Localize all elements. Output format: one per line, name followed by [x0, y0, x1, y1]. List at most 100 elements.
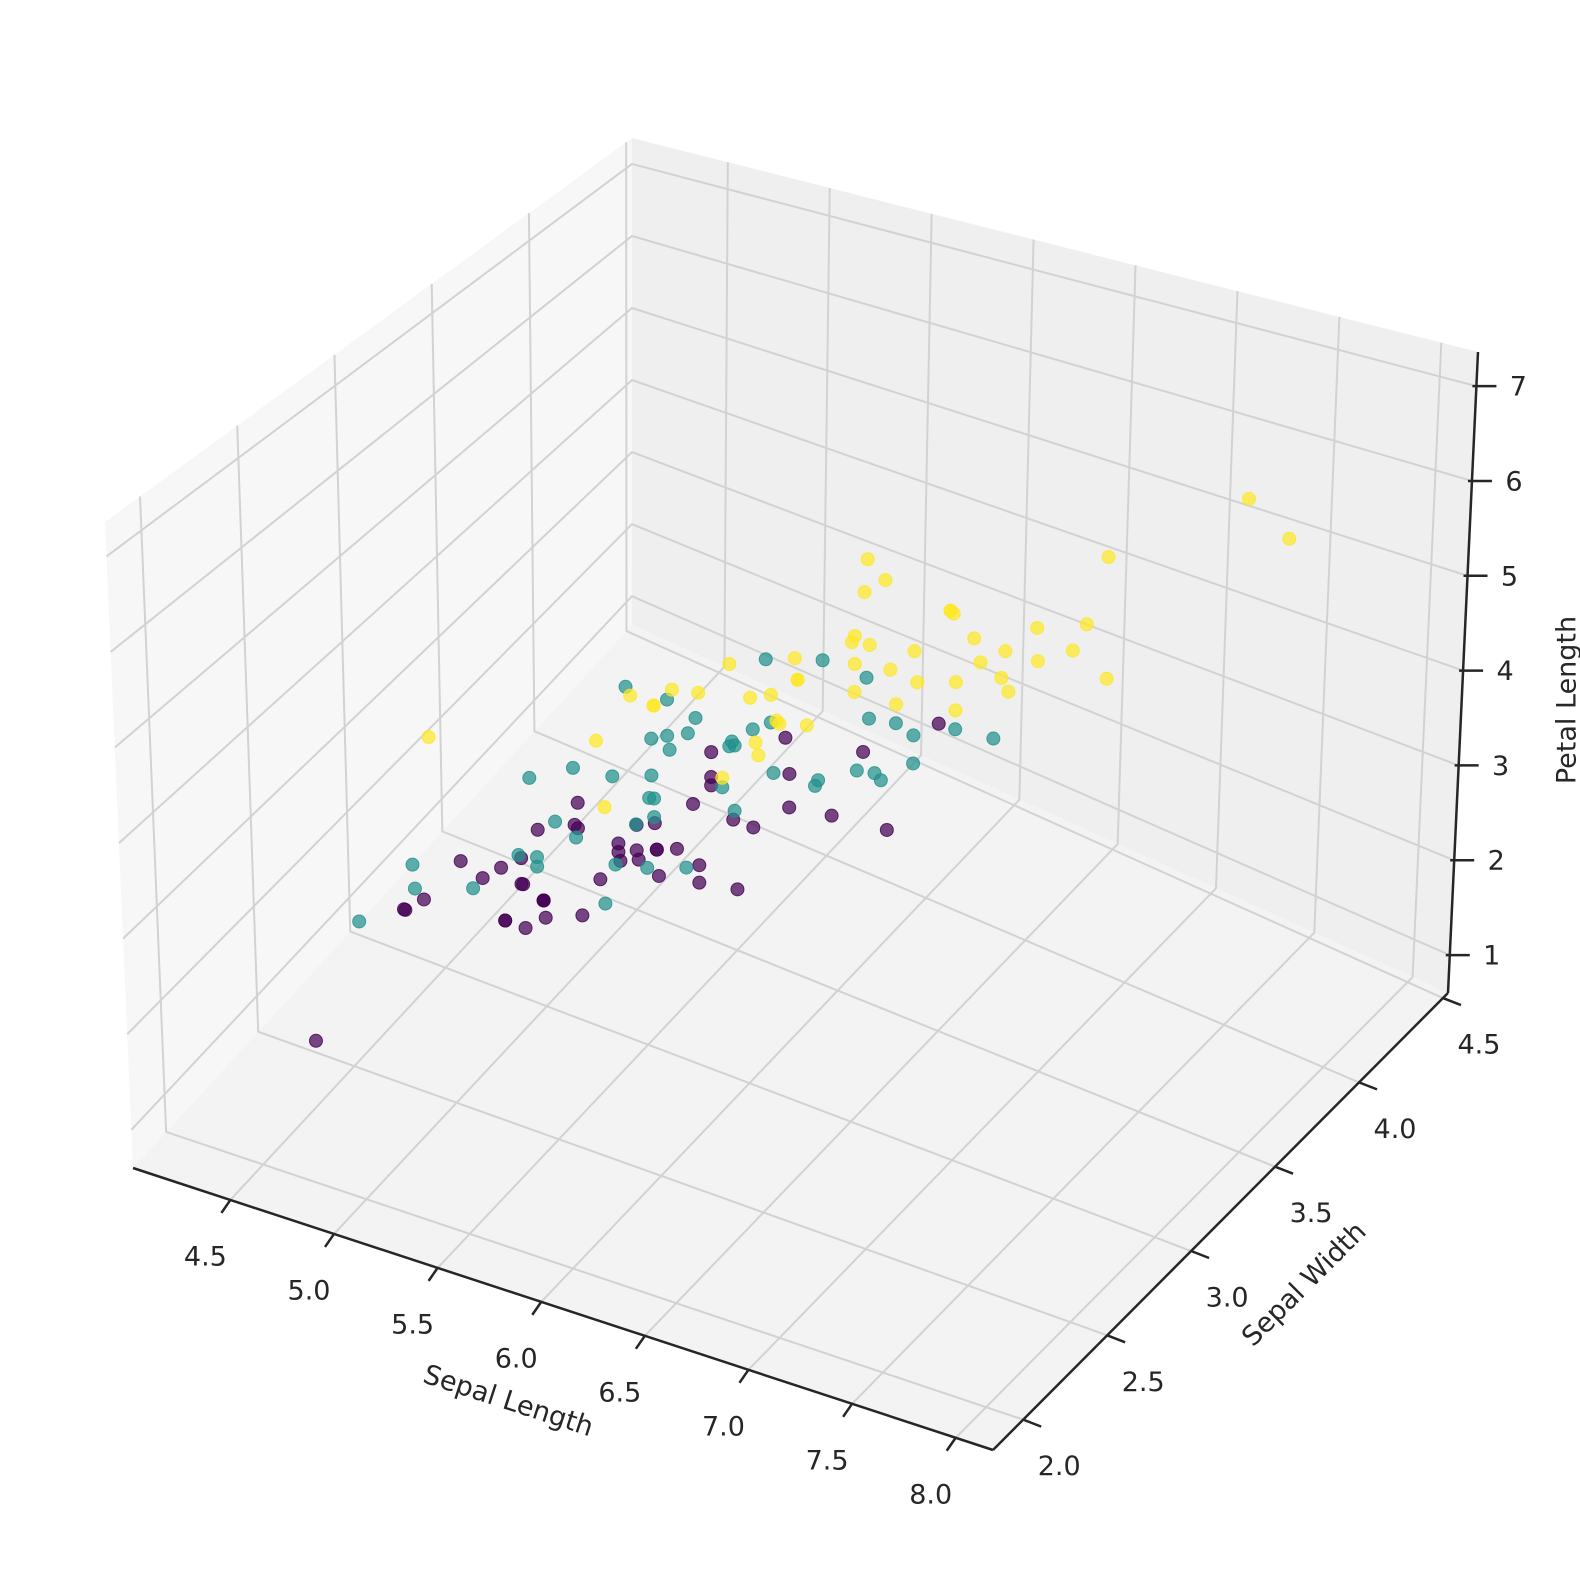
point	[799, 718, 814, 733]
point	[662, 742, 677, 757]
grid-line	[747, 291, 1239, 1371]
x-tick	[842, 1403, 854, 1418]
y-tick-label: 2.5	[1122, 1367, 1165, 1398]
point	[1241, 491, 1256, 506]
point	[986, 731, 1001, 746]
point	[994, 670, 1009, 685]
point	[824, 808, 839, 823]
grid-line	[625, 142, 1444, 999]
x-tick-label: 7.0	[702, 1411, 745, 1442]
point	[862, 637, 877, 652]
z-axis-label: Petal Length	[1552, 616, 1580, 784]
point	[998, 644, 1013, 659]
point	[494, 860, 509, 875]
y-tick	[1106, 1334, 1126, 1344]
point	[766, 765, 781, 780]
grid-line	[333, 354, 1192, 1252]
point	[567, 817, 582, 832]
point	[680, 726, 695, 741]
grid	[105, 142, 1477, 1439]
point	[407, 881, 422, 896]
grid-line	[540, 239, 1035, 1303]
point	[859, 670, 874, 685]
point	[352, 914, 367, 929]
point	[570, 795, 585, 810]
point	[498, 913, 513, 928]
point	[565, 760, 580, 775]
point	[948, 722, 963, 737]
point	[727, 803, 742, 818]
y-axis-label: Sepal Width	[1236, 1216, 1372, 1352]
grid-line	[644, 265, 1137, 1337]
point	[686, 796, 701, 811]
y-tick	[1190, 1249, 1210, 1260]
point	[511, 848, 526, 863]
point	[1001, 684, 1016, 699]
point	[569, 830, 584, 845]
point	[628, 817, 643, 832]
x-tick-label: 7.5	[806, 1445, 849, 1476]
y-tick-label: 3.5	[1290, 1198, 1333, 1229]
z-tick-label: 6	[1505, 466, 1522, 497]
grid-line	[851, 316, 1341, 1405]
z-tick-label: 2	[1488, 846, 1505, 877]
point	[746, 820, 761, 835]
x-tick-label: 5.5	[391, 1309, 434, 1340]
x-tick-label: 8.0	[909, 1479, 952, 1510]
point	[815, 653, 830, 668]
point	[724, 734, 739, 749]
point	[518, 920, 533, 935]
z-tick-label: 5	[1501, 561, 1518, 592]
z-tick-label: 7	[1510, 372, 1527, 403]
point	[538, 910, 553, 925]
point	[906, 756, 921, 771]
point	[782, 800, 797, 815]
grid-line	[430, 283, 1276, 1168]
y-axis	[992, 992, 1449, 1451]
point	[593, 872, 608, 887]
point	[931, 716, 946, 731]
point	[421, 730, 436, 745]
panes	[105, 138, 1478, 1450]
point	[611, 836, 626, 851]
point	[808, 778, 823, 793]
y-tick-label: 2.0	[1038, 1451, 1081, 1482]
point	[879, 822, 894, 837]
point	[405, 857, 420, 872]
point	[782, 766, 797, 781]
grid-line	[954, 342, 1443, 1439]
point	[692, 875, 707, 890]
z-axis	[1446, 351, 1480, 994]
grid-line	[527, 213, 1360, 1084]
point	[763, 687, 778, 702]
point	[1065, 643, 1080, 658]
x-tick	[945, 1437, 957, 1452]
point	[688, 710, 703, 725]
y-tick-label: 4.5	[1457, 1030, 1500, 1061]
point	[692, 858, 707, 873]
point	[878, 573, 893, 588]
point	[778, 730, 793, 745]
point	[516, 877, 531, 892]
point	[844, 635, 859, 650]
point	[644, 731, 659, 746]
point	[623, 688, 638, 703]
point	[522, 770, 537, 785]
point	[790, 672, 805, 687]
point	[669, 841, 684, 856]
x-tick-label: 6.5	[598, 1377, 641, 1408]
point	[640, 860, 655, 875]
point	[888, 716, 903, 731]
point	[751, 748, 766, 763]
pane-left	[105, 138, 632, 1168]
point	[745, 722, 760, 737]
grid-line	[122, 450, 1460, 940]
point	[943, 603, 958, 618]
z-tick-label: 4	[1496, 656, 1513, 687]
x-tick	[427, 1267, 439, 1282]
point	[847, 684, 862, 699]
point	[910, 675, 925, 690]
point	[847, 656, 862, 671]
point	[530, 859, 545, 874]
grid-line	[436, 213, 933, 1269]
